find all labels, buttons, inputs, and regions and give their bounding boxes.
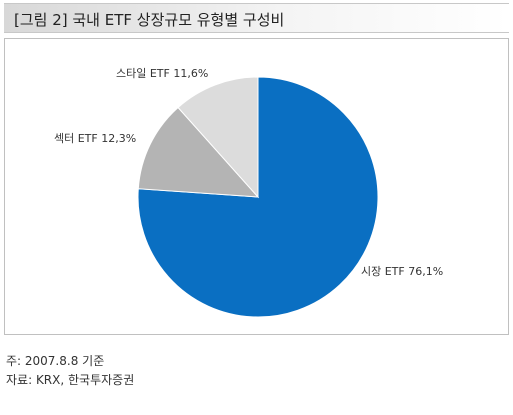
pie-slice-2 (137, 106, 260, 198)
slice-label-3: 스타일 ETF 11,6% (116, 66, 208, 80)
footnote-basis: 주: 2007.8.8 기준 (6, 354, 105, 368)
slice-label-1: 시장 ETF 76,1% (361, 265, 443, 278)
pie-slice-1 (137, 76, 379, 318)
pie-slice-3 (177, 76, 259, 199)
pie-chart: 시장 ETF 76,1% 섹터 ETF 12,3% 스타일 ETF 11,6% (54, 66, 443, 318)
footnote-source: 자료: KRX, 한국투자증권 (6, 373, 135, 387)
chart-title: [그림 2] 국내 ETF 상장규모 유형별 구성비 (14, 11, 285, 29)
title-bar: [그림 2] 국내 ETF 상장규모 유형별 구성비 (4, 3, 509, 33)
plot-frame: 시장 ETF 76,1% 섹터 ETF 12,3% 스타일 ETF 11,6% (4, 38, 509, 335)
slice-label-2: 섹터 ETF 12,3% (54, 132, 136, 145)
